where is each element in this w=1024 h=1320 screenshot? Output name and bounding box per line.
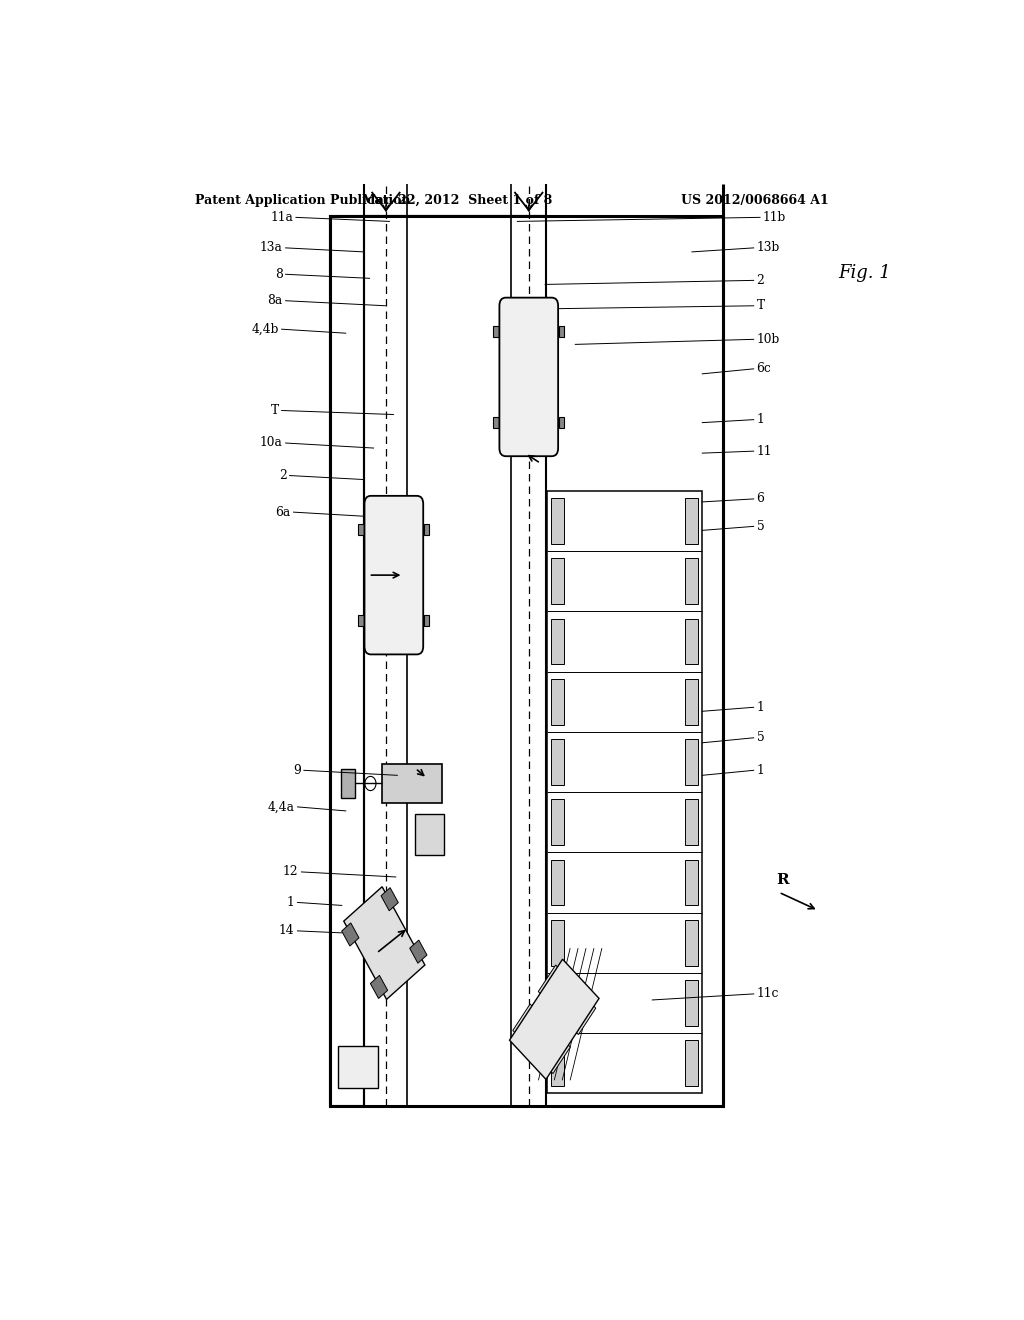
Text: 11b: 11b: [763, 211, 786, 224]
FancyBboxPatch shape: [538, 1030, 570, 1073]
Text: 8: 8: [274, 268, 283, 281]
Text: 13b: 13b: [757, 242, 780, 255]
Bar: [341, 770, 355, 797]
Text: 1: 1: [757, 701, 764, 714]
Bar: [551, 859, 564, 906]
Bar: [685, 1040, 697, 1086]
Text: Patent Application Publication: Patent Application Publication: [196, 194, 411, 207]
Text: 6: 6: [757, 492, 764, 506]
Text: 4,4a: 4,4a: [267, 800, 295, 813]
Bar: [331, 216, 365, 1106]
Bar: [685, 739, 697, 785]
Bar: [358, 615, 364, 627]
Bar: [551, 558, 564, 605]
Bar: [685, 859, 697, 906]
Text: 5: 5: [757, 731, 764, 744]
Bar: [685, 498, 697, 544]
Bar: [685, 678, 697, 725]
Text: 2: 2: [279, 469, 287, 482]
Bar: [416, 814, 443, 854]
Bar: [382, 764, 442, 803]
Text: 11c: 11c: [757, 987, 779, 1001]
Text: 10a: 10a: [260, 437, 283, 450]
Text: Mar. 22, 2012  Sheet 1 of 8: Mar. 22, 2012 Sheet 1 of 8: [362, 194, 553, 207]
FancyBboxPatch shape: [562, 991, 596, 1035]
Text: 8a: 8a: [267, 294, 283, 308]
Bar: [547, 491, 701, 1093]
FancyBboxPatch shape: [371, 975, 388, 998]
Text: 5: 5: [757, 520, 764, 533]
Bar: [685, 800, 697, 845]
Text: 2: 2: [757, 273, 764, 286]
Bar: [424, 615, 429, 627]
Text: 11a: 11a: [270, 211, 293, 224]
Text: 1: 1: [757, 413, 764, 426]
Bar: [494, 326, 499, 337]
Bar: [424, 524, 429, 536]
FancyBboxPatch shape: [500, 297, 558, 457]
Text: 9: 9: [293, 764, 301, 776]
Bar: [551, 678, 564, 725]
Text: T: T: [270, 404, 279, 417]
Bar: [551, 739, 564, 785]
Bar: [551, 981, 564, 1026]
Bar: [551, 1040, 564, 1086]
FancyBboxPatch shape: [381, 887, 398, 911]
Text: 11: 11: [757, 445, 772, 458]
Bar: [494, 417, 499, 428]
FancyBboxPatch shape: [344, 887, 425, 999]
FancyBboxPatch shape: [365, 496, 423, 655]
FancyBboxPatch shape: [410, 940, 427, 964]
Bar: [559, 326, 564, 337]
Bar: [331, 216, 723, 1106]
Bar: [551, 619, 564, 664]
Bar: [685, 920, 697, 966]
Text: Fig. 1: Fig. 1: [839, 264, 891, 282]
Bar: [551, 920, 564, 966]
Text: T: T: [757, 300, 765, 313]
Text: 4,4b: 4,4b: [252, 322, 279, 335]
Bar: [685, 619, 697, 664]
Text: 6a: 6a: [275, 506, 291, 519]
Text: US 2012/0068664 A1: US 2012/0068664 A1: [681, 194, 828, 207]
Text: 12: 12: [283, 866, 299, 878]
FancyBboxPatch shape: [510, 960, 599, 1080]
Bar: [358, 524, 364, 536]
Text: 13a: 13a: [260, 242, 283, 255]
Bar: [551, 498, 564, 544]
Text: 1: 1: [757, 764, 764, 776]
Text: 10b: 10b: [757, 333, 780, 346]
FancyBboxPatch shape: [539, 965, 571, 1008]
Bar: [685, 981, 697, 1026]
Text: 1: 1: [287, 896, 295, 909]
Text: R: R: [776, 873, 790, 887]
Text: 6c: 6c: [757, 362, 771, 375]
Bar: [685, 558, 697, 605]
FancyBboxPatch shape: [342, 923, 359, 946]
Bar: [338, 1045, 378, 1089]
Bar: [559, 417, 564, 428]
Bar: [551, 800, 564, 845]
Text: 14: 14: [279, 924, 295, 937]
FancyBboxPatch shape: [513, 1005, 546, 1047]
